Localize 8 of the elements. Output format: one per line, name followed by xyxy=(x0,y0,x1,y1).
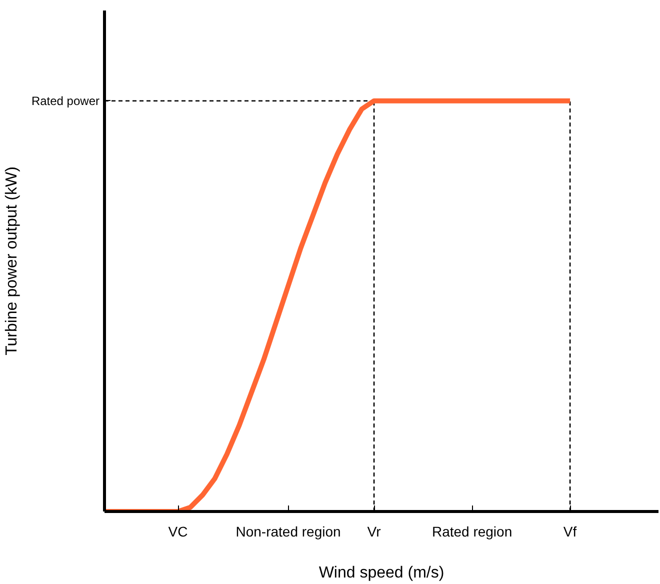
x-tick-label: Vr xyxy=(367,524,382,540)
x-axis-title: Wind speed (m/s) xyxy=(318,564,444,582)
x-tick-label: VC xyxy=(168,524,188,540)
ref-line-label: Rated power xyxy=(31,94,100,108)
x-tick-label: Vf xyxy=(563,524,577,540)
x-tick-label: Rated region xyxy=(432,524,512,540)
x-tick-label: Non-rated region xyxy=(236,524,341,540)
y-axis-title: Turbine power output (kW) xyxy=(3,166,20,356)
